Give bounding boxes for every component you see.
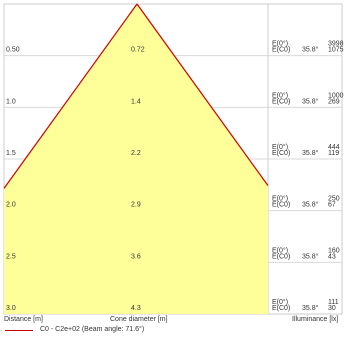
ec0-value: 43 [328,253,336,260]
legend-swatch [5,330,33,331]
legend-entry: C0 - C2e+02 (Beam angle: 71.6°) [40,326,145,333]
e0-value: 1000 [328,92,344,99]
ec0-value: 67 [328,202,336,209]
ec0-value: 119 [328,150,339,157]
half-angle-value: 35.8° [302,304,319,312]
e0-value: 250 [328,196,340,203]
e0-label: E(0°) [272,40,288,48]
cone-diameter-value: 4.3 [131,305,141,312]
ec0-label: E(C0) [272,47,290,54]
ec0-value: 269 [328,98,340,105]
half-angle-value: 35.8° [302,46,319,54]
cone-diameter-label: Cone diameter [m] [110,316,168,323]
illuminance-label: Illuminance [lx] [292,316,339,323]
half-angle-value: 35.8° [302,149,319,157]
cone-diameter-value: 1.4 [131,98,141,105]
half-angle-value: 35.8° [302,201,319,209]
distance-value: 1.0 [6,98,16,105]
ec0-label: E(C0) [272,98,290,105]
half-angle-value: 35.8° [302,252,319,260]
ec0-label: E(C0) [272,253,290,260]
e0-value: 111 [328,299,339,306]
half-angle-value: 35.8° [302,97,319,105]
beam-cone-fill [4,4,268,314]
cone-diameter-value: 2.2 [131,150,141,157]
e0-value: 160 [328,247,340,254]
beam-right-edge [136,3,269,186]
distance-axis-label: Distance [m] [4,316,43,323]
ec0-value: 30 [328,305,336,312]
ec0-label: E(C0) [272,202,290,209]
distance-value: 2.0 [6,202,16,209]
distance-value: 3.0 [6,305,16,312]
distance-value: 2.5 [6,253,16,260]
e0-value: 444 [328,144,340,151]
e0-label: E(0°) [272,143,288,151]
cone-diameter-value: 2.9 [131,202,141,209]
cone-diameter-value: 0.72 [131,47,145,54]
beam-left-edge [3,3,138,189]
distance-value: 1.5 [6,150,16,157]
e0-label: E(0°) [272,195,288,203]
ec0-value: 1075 [328,47,344,54]
e0-label: E(0°) [272,246,288,254]
cone-diameter-value: 3.6 [131,253,141,260]
distance-value: 0.50 [6,47,20,54]
ec0-label: E(C0) [272,305,290,312]
e0-label: E(0°) [272,91,288,99]
ec0-label: E(C0) [272,150,290,157]
e0-value: 3998 [328,41,344,48]
e0-label: E(0°) [272,298,288,306]
